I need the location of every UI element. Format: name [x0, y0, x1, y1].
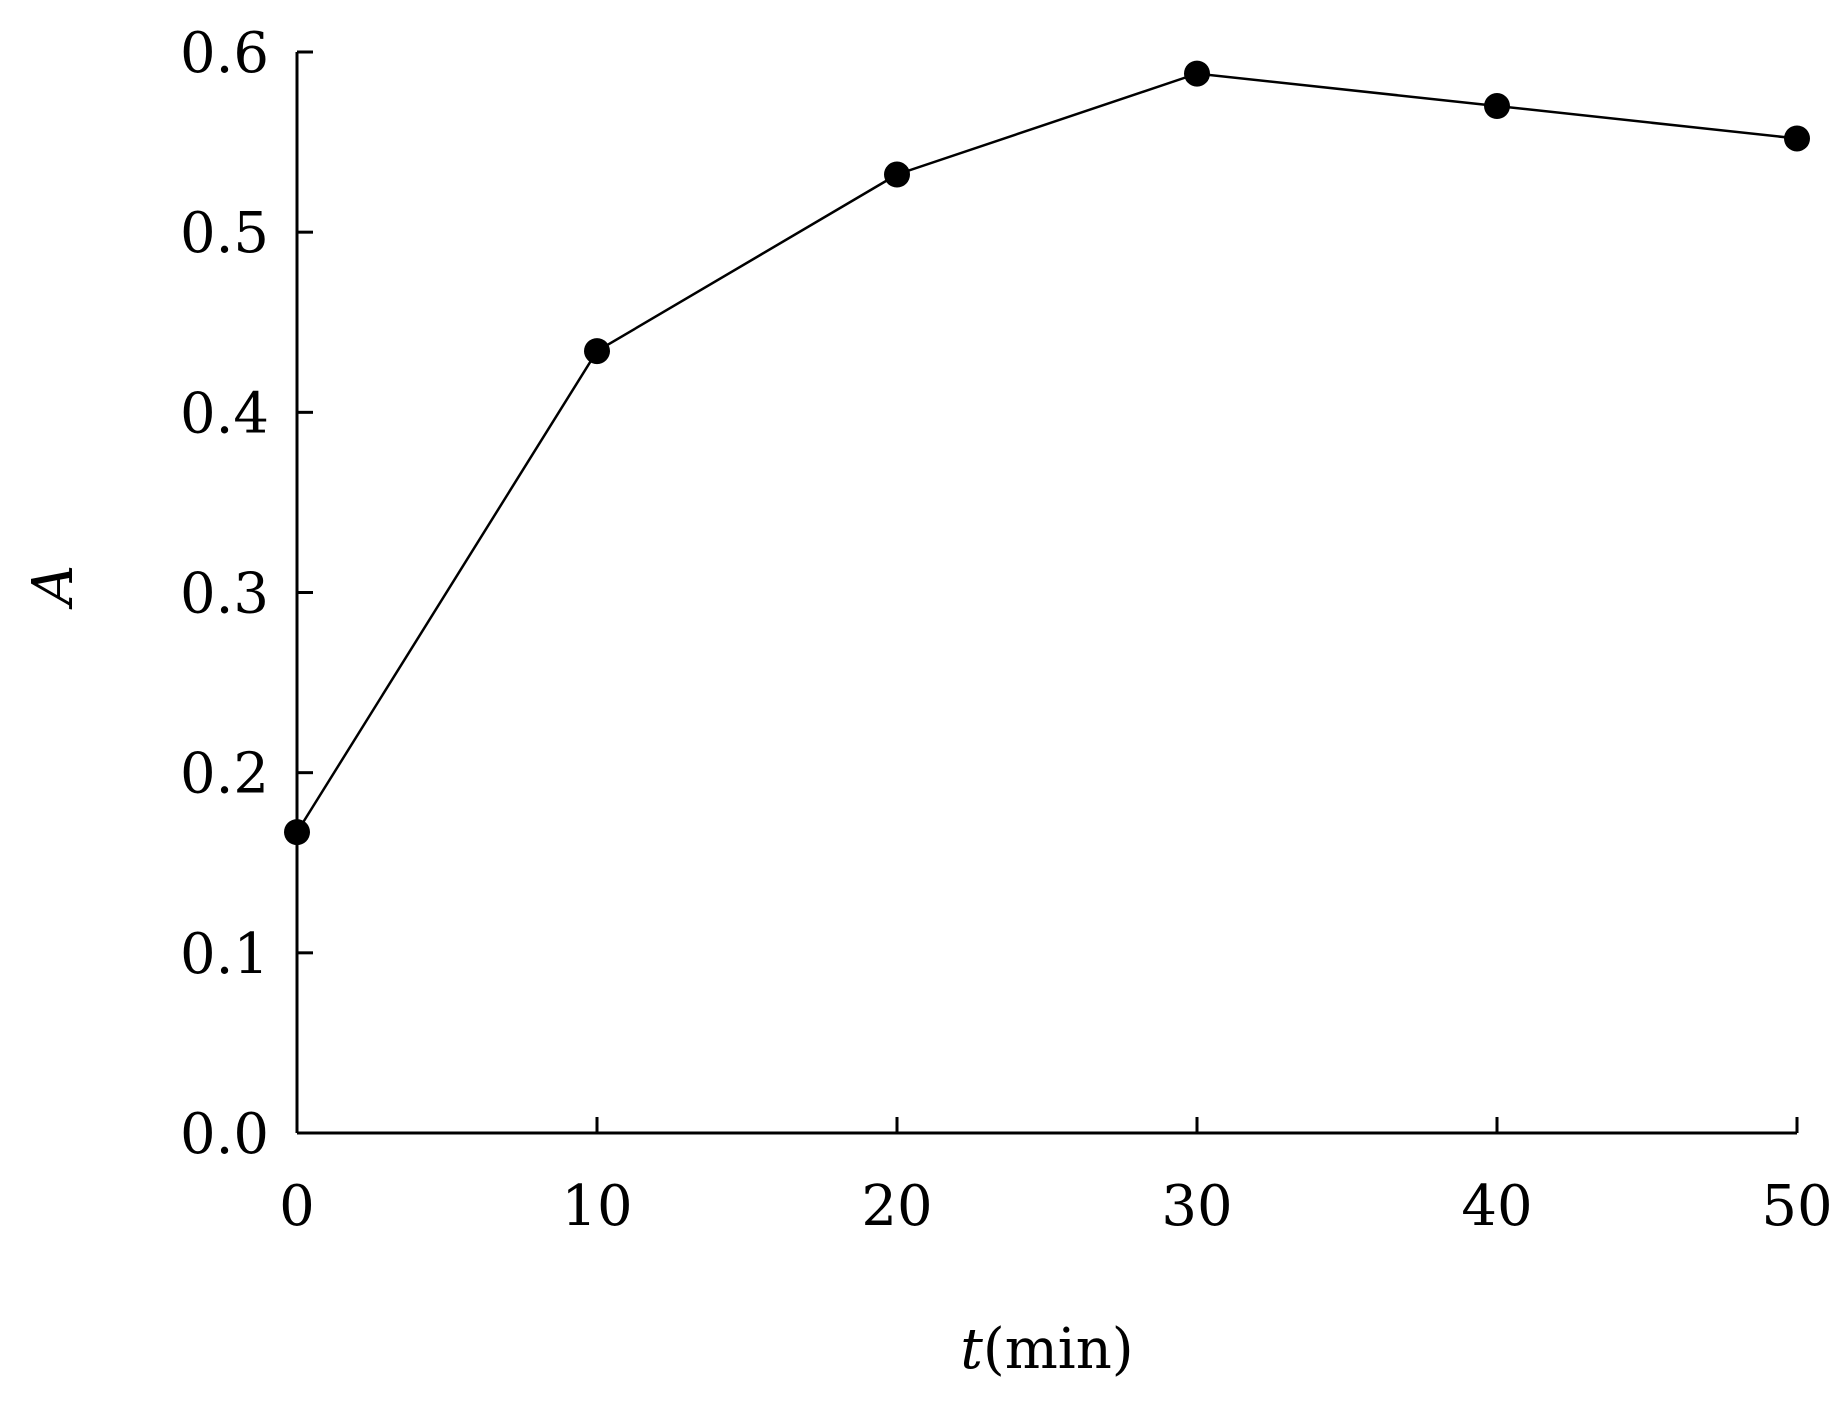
data-point	[284, 819, 310, 846]
axes	[295, 52, 1797, 1135]
series-line	[295, 72, 1798, 833]
x-tick-label: 0	[279, 1174, 315, 1239]
y-tick-label: 0.2	[180, 742, 269, 807]
y-axis-title: A	[21, 565, 86, 610]
x-tick-label: 10	[561, 1174, 632, 1239]
ticks	[295, 50, 1799, 1135]
tick-labels: 0.0 0.1 0.2 0.3 0.4 0.5 0.6 0 10 20 30 40 50	[180, 21, 1833, 1239]
x-tick-label: 50	[1761, 1174, 1832, 1239]
y-tick-label: 0.6	[180, 21, 269, 86]
y-tick-label: 0.5	[180, 201, 269, 266]
data-point	[1784, 125, 1810, 152]
x-axis-title-unit: (min)	[983, 1317, 1134, 1382]
y-tick-label: 0.4	[180, 381, 269, 446]
x-tick-label: 30	[1161, 1174, 1232, 1239]
data-point	[584, 338, 610, 365]
x-axis-title-variable: t	[960, 1317, 983, 1382]
y-tick-label: 0.0	[180, 1102, 269, 1167]
y-tick-label: 0.3	[180, 562, 269, 627]
data-point	[1184, 60, 1210, 87]
x-tick-label: 20	[861, 1174, 932, 1239]
data-point	[1484, 93, 1510, 120]
plot-area	[284, 60, 1810, 846]
x-tick-label: 40	[1461, 1174, 1532, 1239]
y-tick-label: 0.1	[180, 922, 269, 987]
data-point	[884, 161, 910, 188]
x-axis-title: t(min)	[960, 1317, 1133, 1382]
